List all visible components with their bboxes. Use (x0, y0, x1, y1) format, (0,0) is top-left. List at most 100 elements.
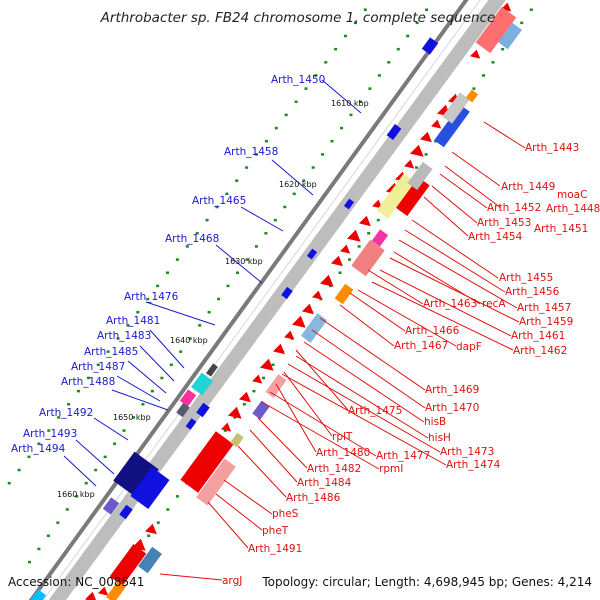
leader-line (215, 244, 263, 284)
tick-mark (235, 179, 239, 182)
gene-feature (265, 374, 287, 398)
gene-feature (407, 161, 433, 191)
tick-mark (353, 21, 357, 25)
gene-label[interactable]: Arth_1450 (271, 74, 325, 86)
gene-label[interactable]: Arth_1449 (501, 181, 555, 193)
gene-label[interactable]: Arth_1461 (511, 330, 565, 342)
scale-label: 1620 kbp (279, 180, 317, 189)
tick-mark (481, 74, 485, 77)
gene-label[interactable]: hisB (424, 416, 446, 428)
gene-label[interactable]: Arth_1453 (477, 217, 531, 229)
tick-mark (223, 429, 227, 432)
gene-label[interactable]: dapF (456, 341, 482, 353)
gene-label[interactable]: Arth_1463 (423, 298, 477, 310)
gene-label[interactable]: Arth_1486 (286, 492, 341, 504)
gene-label[interactable]: Arth_1465 (192, 195, 246, 207)
gene-label[interactable]: Arth_1477 (376, 450, 430, 462)
leader-line (371, 281, 514, 351)
gene-label[interactable]: Arth_1467 (394, 340, 448, 352)
leader-line (261, 401, 380, 470)
tick-mark (156, 284, 160, 288)
gene-label[interactable]: Arth_1475 (348, 405, 402, 417)
gene-label[interactable]: Arth_1468 (165, 233, 219, 245)
gene-feature (230, 432, 244, 448)
gene-label[interactable]: Arth_1480 (316, 447, 370, 459)
gene-label[interactable]: Arth_1473 (440, 446, 494, 458)
tick-mark (396, 47, 400, 51)
gene-label[interactable]: Arth_1491 (248, 543, 302, 555)
tick-mark (348, 258, 352, 261)
leader-line (357, 289, 457, 347)
gene-label[interactable]: recA (482, 298, 506, 310)
leader-line (63, 455, 97, 487)
tick-mark (367, 232, 371, 235)
reverse-gene-feature (331, 255, 343, 267)
tick-mark (185, 245, 189, 248)
gene-label[interactable]: Arth_1454 (468, 231, 523, 243)
gene-label[interactable]: Arth_1474 (446, 459, 501, 471)
gene-label[interactable]: Arth_1493 (23, 428, 77, 440)
reverse-gene-feature (359, 215, 371, 227)
tick-mark (47, 429, 51, 432)
gene-label[interactable]: pheT (262, 525, 289, 537)
gene-label[interactable]: Arth_1462 (513, 345, 567, 357)
gene-label[interactable]: rplT (332, 431, 353, 443)
gene-label[interactable]: Arth_1448 (546, 203, 600, 215)
tick-mark (415, 21, 419, 25)
leader-line (240, 206, 284, 232)
gene-label[interactable]: Arth_1459 (519, 316, 573, 328)
gene-label[interactable]: Arth_1488 (61, 376, 115, 388)
tick-mark (387, 61, 391, 64)
scale-label: 1660 kbp (57, 490, 95, 499)
tick-mark (349, 113, 353, 117)
gene-label[interactable]: Arth_1456 (505, 286, 560, 298)
reverse-gene-feature (273, 343, 285, 355)
gene-label[interactable]: argJ (222, 575, 242, 587)
gene-label[interactable]: Arth_1455 (499, 272, 553, 284)
reverse-gene-feature (109, 544, 147, 586)
gene-label[interactable]: hisH (428, 432, 451, 444)
tick-mark (273, 218, 277, 222)
gene-label[interactable]: rpmI (379, 463, 403, 475)
leader-line (275, 383, 317, 453)
reverse-gene-feature (145, 523, 157, 535)
reverse-gene-feature (180, 431, 234, 493)
tick-mark (131, 416, 135, 419)
gene-label[interactable]: Arth_1484 (297, 477, 352, 489)
gene-label[interactable]: Arth_1481 (106, 315, 160, 327)
tick-mark (7, 481, 11, 485)
gene-label[interactable]: Arth_1469 (425, 384, 479, 396)
gene-label[interactable]: Arth_1470 (425, 402, 479, 414)
leader-line (75, 439, 115, 475)
gene-label[interactable]: Arth_1452 (487, 202, 541, 214)
gene-label[interactable]: Arth_1458 (224, 146, 278, 158)
leader-line (287, 363, 441, 453)
gene-label[interactable]: Arth_1494 (11, 443, 66, 455)
leader-line (295, 349, 349, 411)
gene-label[interactable]: Arth_1487 (71, 361, 125, 373)
reverse-gene-feature (394, 175, 430, 217)
gene-label[interactable]: pheS (272, 508, 299, 520)
gene-label[interactable]: Arth_1451 (534, 223, 588, 235)
tick-mark (215, 205, 219, 209)
gene-label[interactable]: Arth_1483 (97, 330, 151, 342)
gene-feature (376, 173, 416, 219)
gene-label[interactable]: Arth_1457 (517, 302, 571, 314)
leader-line (159, 573, 223, 581)
gene-label[interactable]: Arth_1476 (124, 291, 179, 303)
tick-mark (27, 455, 31, 459)
tick-mark (56, 521, 60, 524)
tick-mark (344, 34, 348, 38)
leader-line (111, 389, 169, 411)
gene-label[interactable]: Arth_1466 (405, 325, 460, 337)
gene-label[interactable]: Arth_1492 (39, 407, 93, 419)
gene-label[interactable]: moaC (557, 189, 587, 201)
leader-line (431, 185, 478, 224)
tick-mark (254, 245, 258, 248)
gene-label[interactable]: Arth_1443 (525, 142, 579, 154)
gene-label[interactable]: Arth_1485 (84, 346, 138, 358)
tick-mark (179, 350, 183, 353)
gene-label[interactable]: Arth_1482 (307, 463, 361, 475)
